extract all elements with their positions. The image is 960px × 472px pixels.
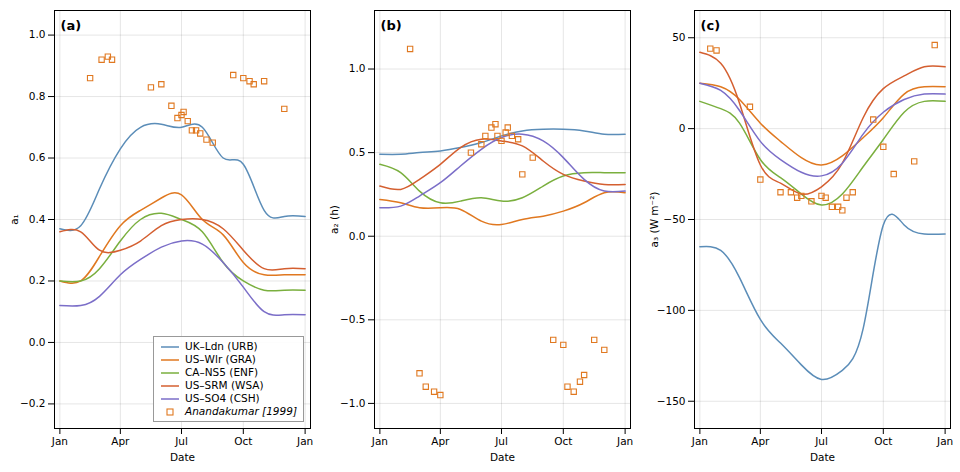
svg-text:0.6: 0.6 bbox=[29, 151, 46, 163]
svg-text:50: 50 bbox=[672, 31, 685, 43]
svg-text:a₃ (W m⁻²): a₃ (W m⁻²) bbox=[648, 192, 660, 248]
svg-text:Oct: Oct bbox=[874, 435, 892, 447]
svg-text:0.2: 0.2 bbox=[29, 274, 46, 286]
svg-text:Jan: Jan bbox=[936, 435, 953, 447]
svg-text:−100: −100 bbox=[657, 304, 686, 316]
svg-text:(b): (b) bbox=[381, 18, 402, 33]
svg-text:0: 0 bbox=[679, 122, 686, 134]
svg-text:Apr: Apr bbox=[431, 435, 450, 447]
svg-text:−150: −150 bbox=[657, 395, 686, 407]
svg-text:Jan: Jan bbox=[371, 435, 388, 447]
html-text:US–Wlr (GRA): US–Wlr (GRA) bbox=[185, 353, 256, 365]
svg-text:(c): (c) bbox=[701, 18, 721, 33]
svg-text:Jul: Jul bbox=[814, 435, 828, 447]
svg-text:0.8: 0.8 bbox=[29, 90, 46, 102]
html-text:Anandakumar [1999]: Anandakumar [1999] bbox=[185, 405, 297, 417]
svg-text:0.0: 0.0 bbox=[29, 336, 46, 348]
svg-text:0.0: 0.0 bbox=[349, 230, 366, 242]
svg-text:Date: Date bbox=[810, 451, 835, 463]
svg-text:−1.0: −1.0 bbox=[340, 397, 366, 409]
svg-text:1.0: 1.0 bbox=[29, 28, 46, 40]
html-text:US–SO4 (CSH): US–SO4 (CSH) bbox=[185, 392, 260, 404]
svg-text:Oct: Oct bbox=[554, 435, 572, 447]
svg-text:Oct: Oct bbox=[234, 435, 252, 447]
svg-text:−0.2: −0.2 bbox=[20, 397, 46, 409]
html-text:US–SRM (WSA): US–SRM (WSA) bbox=[185, 379, 264, 391]
svg-text:Jul: Jul bbox=[494, 435, 508, 447]
svg-text:Apr: Apr bbox=[751, 435, 770, 447]
svg-text:a₂ (h): a₂ (h) bbox=[328, 205, 340, 234]
svg-text:0.4: 0.4 bbox=[29, 213, 46, 225]
svg-text:Jan: Jan bbox=[51, 435, 68, 447]
svg-text:0.5: 0.5 bbox=[349, 146, 366, 158]
svg-text:Date: Date bbox=[490, 451, 515, 463]
html-text:UK–Ldn (URB): UK–Ldn (URB) bbox=[185, 340, 258, 352]
svg-text:1.0: 1.0 bbox=[349, 62, 366, 74]
svg-text:a₁: a₁ bbox=[8, 214, 20, 225]
svg-text:Jan: Jan bbox=[616, 435, 633, 447]
html-text:CA–NS5 (ENF): CA–NS5 (ENF) bbox=[185, 366, 258, 378]
svg-text:Jul: Jul bbox=[174, 435, 188, 447]
svg-text:(a): (a) bbox=[61, 18, 82, 33]
svg-text:Jan: Jan bbox=[296, 435, 313, 447]
svg-text:Jan: Jan bbox=[691, 435, 708, 447]
svg-text:−0.5: −0.5 bbox=[340, 313, 366, 325]
svg-text:−50: −50 bbox=[663, 213, 685, 225]
svg-text:Date: Date bbox=[170, 451, 195, 463]
svg-text:Apr: Apr bbox=[111, 435, 130, 447]
